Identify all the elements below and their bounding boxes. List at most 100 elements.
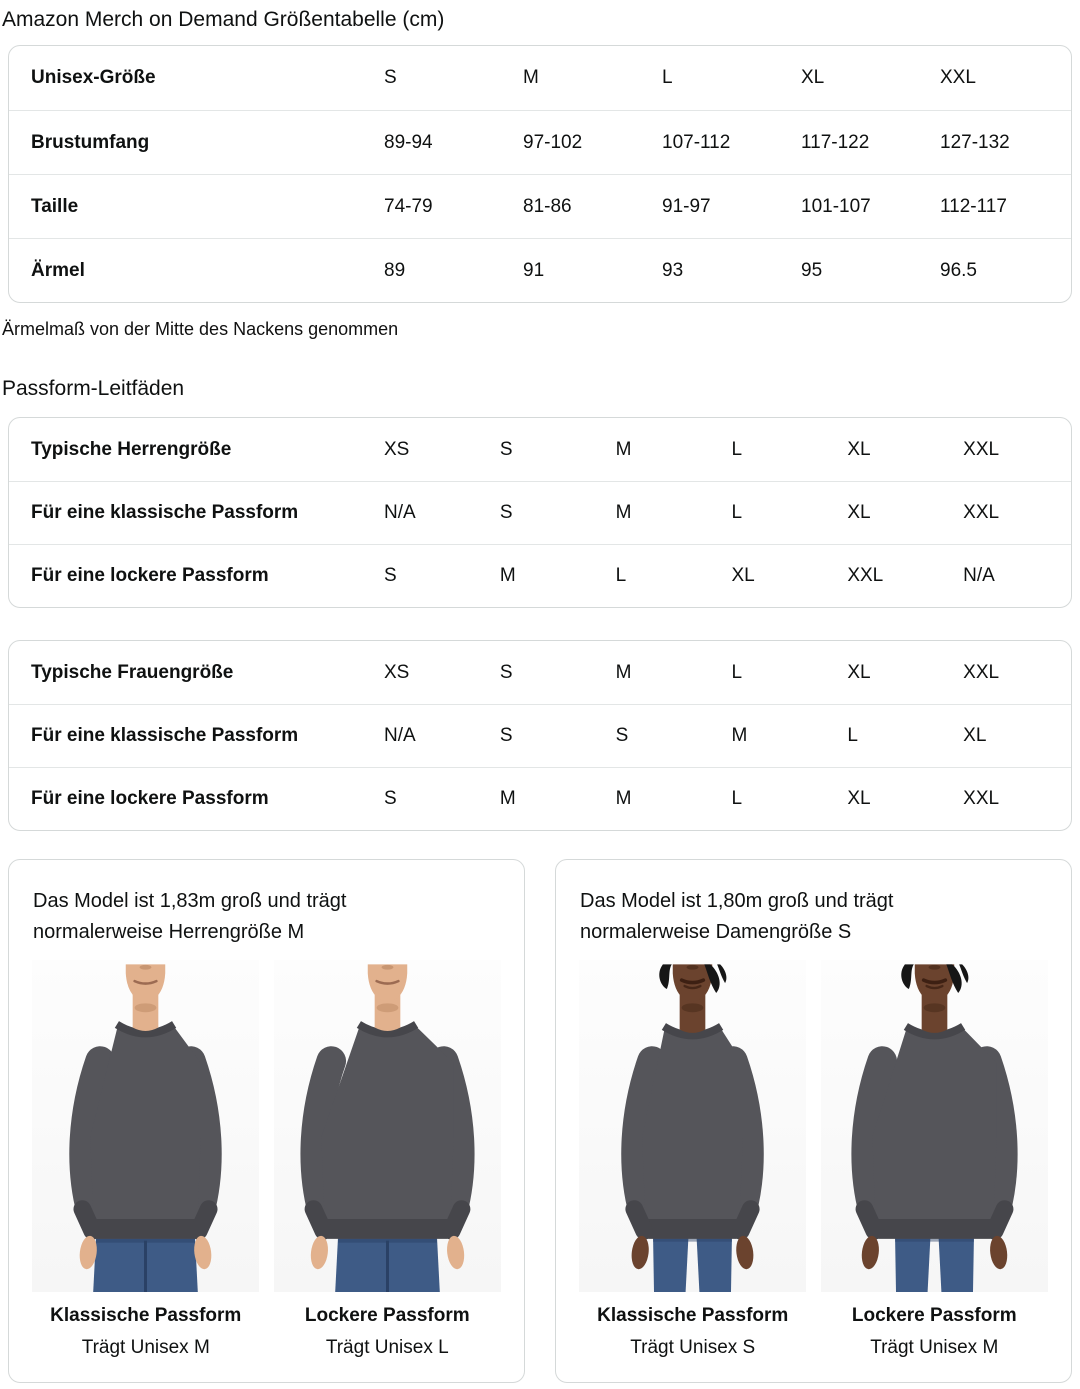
table-cell: XXL — [963, 502, 1000, 523]
row-label: Für eine lockere Passform — [31, 565, 269, 586]
table-cell: L — [731, 438, 743, 460]
model-cards: Das Model ist 1,83m groß und trägt norma… — [8, 859, 1072, 1383]
table-row: Ärmel 89 91 93 95 96.5 — [9, 238, 1071, 302]
photo-caption: Lockere Passform Trägt Unisex L — [271, 1304, 505, 1360]
table-row: Für eine lockere Passform S M M L XL XXL — [9, 767, 1071, 830]
table-cell: XL — [847, 502, 871, 523]
table-row: Taille 74-79 81-86 91-97 101-107 112-117 — [9, 174, 1071, 238]
table-cell: XL — [847, 661, 871, 683]
table-row: Typische Frauengröße XS S M L XL XXL — [9, 641, 1071, 704]
table-row: Für eine klassische Passform N/A S M L X… — [9, 481, 1071, 544]
table-cell: XXL — [847, 565, 884, 586]
table-cell: 101-107 — [801, 195, 871, 217]
fit-guides-heading: Passform-Leitfäden — [2, 377, 185, 400]
column-header: L — [662, 67, 673, 88]
womens-fit-table: Typische Frauengröße XS S M L XL XXL Für… — [8, 640, 1072, 831]
fit-label: Lockere Passform — [851, 1305, 1017, 1326]
table-cell: S — [499, 661, 513, 683]
column-header: XL — [801, 67, 825, 88]
table-cell: 96.5 — [940, 259, 977, 281]
photo-row — [576, 960, 1051, 1292]
fit-label: Klassische Passform — [50, 1305, 242, 1326]
table-cell: 127-132 — [940, 131, 1010, 153]
table-cell: M — [615, 502, 632, 523]
table-cell: L — [731, 661, 743, 683]
table-cell: 95 — [801, 259, 823, 281]
row-label: Typische Frauengröße — [31, 661, 234, 683]
column-header: S — [384, 67, 397, 88]
table-cell: 81-86 — [523, 195, 572, 217]
fit-label: Lockere Passform — [304, 1305, 470, 1326]
table-cell: 107-112 — [662, 131, 731, 153]
size-label: Trägt Unisex L — [325, 1337, 449, 1358]
caption-row: Klassische Passform Trägt Unisex S Locke… — [576, 1304, 1051, 1360]
column-header: M — [523, 67, 539, 88]
table-cell: 97-102 — [523, 131, 583, 153]
table-header-row: Unisex-Größe S M L XL XXL — [9, 46, 1071, 110]
photo-caption: Lockere Passform Trägt Unisex M — [818, 1304, 1052, 1360]
fit-label: Klassische Passform — [597, 1305, 789, 1326]
table-cell: XXL — [963, 438, 1000, 460]
table-cell: L — [731, 788, 743, 809]
table-cell: 112-117 — [940, 195, 1007, 217]
table-cell: 117-122 — [801, 131, 870, 153]
card-heading: Das Model ist 1,80m groß und trägt norma… — [580, 890, 894, 943]
mens-model-card: Das Model ist 1,83m groß und trägt norma… — [8, 859, 525, 1383]
size-label: Trägt Unisex M — [81, 1337, 210, 1358]
table-cell: N/A — [963, 565, 995, 586]
table-cell: N/A — [384, 502, 416, 523]
table-cell: L — [847, 725, 858, 746]
male-model-classic-fit-photo — [32, 960, 260, 1292]
table-cell: L — [731, 502, 743, 523]
table-cell: XXL — [963, 661, 1000, 683]
caption-row: Klassische Passform Trägt Unisex M Locke… — [29, 1304, 504, 1360]
table-cell: 93 — [662, 259, 684, 281]
womens-model-card: Das Model ist 1,80m groß und trägt norma… — [555, 859, 1072, 1383]
page-title: Amazon Merch on Demand Größentabelle (cm… — [2, 8, 445, 31]
table-cell: 91-97 — [662, 195, 711, 217]
table-cell: M — [499, 565, 516, 586]
mens-fit-table: Typische Herrengröße XS S M L XL XXL Für… — [8, 417, 1072, 608]
size-label: Trägt Unisex M — [870, 1337, 999, 1358]
female-model-classic-fit-photo — [579, 960, 807, 1292]
row-label: Für eine lockere Passform — [31, 788, 269, 809]
photo-row — [29, 960, 504, 1292]
table-cell: L — [615, 565, 627, 586]
row-label: Ärmel — [31, 259, 85, 281]
column-header: Unisex-Größe — [31, 67, 156, 88]
table-row: Brustumfang 89-94 97-102 107-112 117-122… — [9, 110, 1071, 174]
table-cell: M — [499, 788, 516, 809]
table-cell: M — [615, 788, 632, 809]
column-header: XXL — [940, 67, 976, 88]
male-model-loose-fit-photo — [273, 960, 501, 1292]
table-cell: N/A — [384, 725, 416, 746]
table-cell: S — [384, 565, 397, 586]
table-cell: XS — [384, 438, 410, 460]
table-row: Für eine klassische Passform N/A S S M L… — [9, 704, 1071, 767]
row-label: Typische Herrengröße — [31, 438, 232, 460]
table-cell: 91 — [523, 259, 545, 281]
photo-caption: Klassische Passform Trägt Unisex M — [29, 1304, 263, 1360]
row-label: Brustumfang — [31, 131, 150, 153]
table-cell: 89-94 — [384, 131, 433, 153]
table-cell: S — [384, 788, 397, 809]
table-cell: S — [499, 502, 513, 523]
table-cell: 74-79 — [384, 195, 433, 217]
table-cell: S — [499, 438, 513, 460]
table-cell: M — [615, 438, 632, 460]
row-label: Für eine klassische Passform — [31, 725, 299, 746]
table-cell: XL — [731, 565, 755, 586]
table-row: Für eine lockere Passform S M L XL XXL N… — [9, 544, 1071, 607]
table-cell: S — [615, 725, 629, 746]
sleeve-measure-note: Ärmelmaß von der Mitte des Nackens genom… — [2, 319, 399, 339]
table-cell: XL — [963, 725, 987, 746]
table-cell: M — [731, 725, 748, 746]
table-cell: XL — [847, 788, 871, 809]
table-row: Typische Herrengröße XS S M L XL XXL — [9, 418, 1071, 481]
row-label: Für eine klassische Passform — [31, 502, 299, 523]
table-cell: 89 — [384, 259, 406, 281]
photo-caption: Klassische Passform Trägt Unisex S — [576, 1304, 810, 1360]
unisex-size-table: Unisex-Größe S M L XL XXL Brustumfang 89… — [8, 45, 1072, 303]
table-cell: M — [615, 661, 632, 683]
